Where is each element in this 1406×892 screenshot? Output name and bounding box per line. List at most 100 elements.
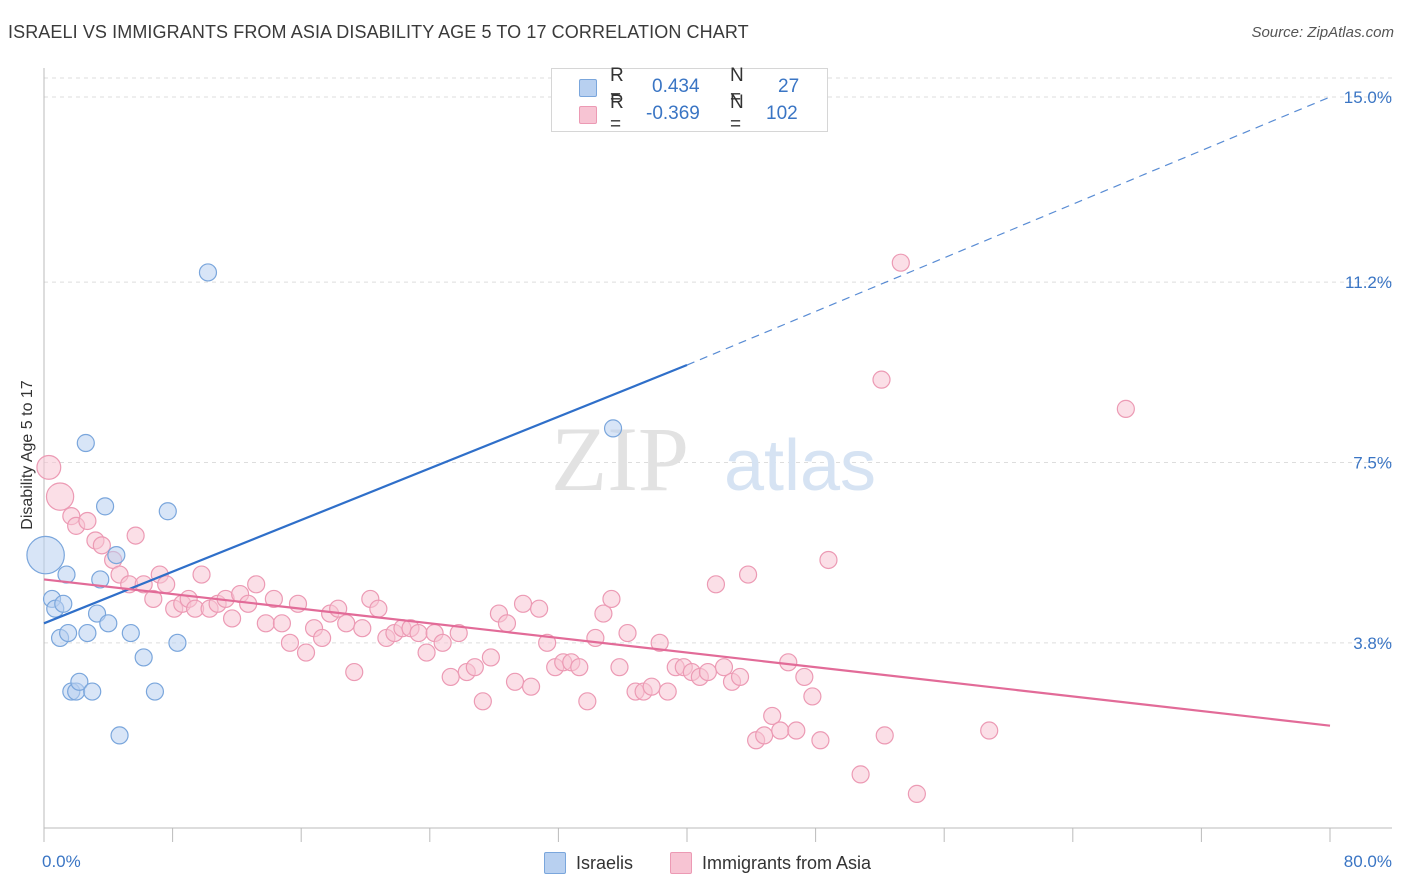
asia-point [505, 672, 525, 691]
y-tick-label: 15.0% [1344, 88, 1392, 107]
asia-point [610, 658, 629, 677]
y-tick-label: 11.2% [1345, 273, 1392, 292]
n-label: N = [730, 65, 744, 108]
israelis-point [91, 570, 110, 589]
asia-point [433, 633, 452, 652]
asia-point [787, 721, 806, 740]
israelis-point [78, 623, 97, 643]
legend-swatch-asia [670, 852, 692, 874]
legend-item-asia[interactable]: Immigrants from Asia [670, 852, 871, 874]
asia-point [755, 726, 774, 745]
n-value: 102 [766, 103, 798, 124]
asia-point [126, 526, 145, 545]
r-value: -0.369 [646, 103, 700, 124]
israelis-point [603, 419, 623, 438]
x-tick-label-max: 80.0% [1343, 852, 1392, 871]
stats-legend: R = 0.434 N = 27 R = -0.369 N = 102 [551, 65, 828, 135]
legend-swatch-asia [579, 106, 597, 124]
asia-point [875, 726, 894, 745]
asia-point [296, 643, 316, 662]
asia-point [907, 784, 926, 803]
asia-point [45, 482, 75, 511]
asia-point [247, 575, 266, 594]
asia-point [280, 633, 300, 652]
asia-point [345, 662, 364, 682]
asia-point [222, 609, 242, 628]
asia-point [851, 765, 870, 784]
asia-point [738, 565, 758, 584]
israelis-point [168, 633, 187, 652]
asia-point [157, 575, 176, 594]
asia-point [763, 706, 782, 726]
asia-point [872, 370, 891, 389]
israelis-point [76, 433, 95, 453]
asia-point [521, 677, 541, 696]
r-value: 0.434 [652, 76, 700, 97]
n-value: 27 [778, 76, 800, 97]
israelis-point [158, 502, 177, 521]
chart-title: ISRAELI VS IMMIGRANTS FROM ASIA DISABILI… [8, 22, 749, 42]
asia-point [980, 721, 999, 740]
series-legend: Israelis Immigrants from Asia [0, 850, 1406, 878]
axes [43, 68, 1392, 842]
asia-point [730, 667, 750, 687]
israelis-point [54, 594, 73, 613]
legend-item-israelis[interactable]: Israelis [544, 852, 633, 874]
asia-point [369, 599, 388, 618]
asia-point [530, 599, 549, 618]
asia-point [473, 692, 492, 711]
asia-point [771, 721, 790, 740]
asia-point [312, 628, 332, 648]
israelis-trend-extension [686, 96, 1331, 366]
r-label: R = [610, 92, 624, 135]
israelis-point [121, 623, 140, 643]
asia-point [618, 623, 637, 643]
israelis-point [198, 263, 218, 282]
y-tick-label: 7.5% [1353, 454, 1392, 473]
israelis-point [59, 623, 78, 643]
asia-point [78, 511, 97, 531]
watermark-atlas: atlas [724, 426, 876, 506]
n-label: N = [730, 92, 744, 135]
legend-label-israelis: Israelis [576, 852, 634, 873]
legend-label-asia: Immigrants from Asia [702, 852, 872, 873]
asia-point [481, 648, 500, 667]
asia-point [337, 614, 356, 633]
gridlines [44, 77, 1392, 644]
asia-point [819, 550, 838, 570]
asia-point [353, 619, 372, 638]
asia-point [1116, 399, 1135, 418]
asia-point [256, 614, 275, 633]
asia-point [650, 633, 669, 652]
asia-point [698, 662, 717, 682]
israelis-point [26, 535, 65, 575]
legend-swatch-israelis [579, 79, 597, 97]
trend-lines [43, 96, 1331, 727]
asia-point [602, 589, 621, 609]
asia-point [272, 614, 292, 633]
israelis-trend-line [43, 364, 688, 625]
asia-point [714, 658, 734, 677]
y-tick-label: 3.8% [1353, 634, 1392, 653]
israelis-point [145, 682, 165, 701]
asia-point [497, 614, 517, 633]
y-tick-labels: 3.8% 7.5% 11.2% 15.0% [1344, 88, 1392, 653]
asia-point [36, 454, 62, 480]
israelis-point [107, 545, 126, 565]
asia-point [578, 692, 597, 711]
r-label: R = [610, 65, 624, 108]
asia-point [706, 575, 726, 594]
asia-point [144, 589, 163, 609]
asia-point [513, 594, 533, 613]
asia-point [449, 623, 468, 643]
x-tick-label-min: 0.0% [42, 852, 81, 871]
asia-point [417, 643, 436, 662]
israelis-point [134, 648, 153, 667]
asia-point [465, 658, 484, 677]
asia-point [441, 667, 460, 687]
asia-point [570, 658, 589, 677]
asia-point [811, 731, 830, 750]
asia-point [594, 604, 613, 623]
source-credit: Source: ZipAtlas.com [1251, 24, 1394, 41]
